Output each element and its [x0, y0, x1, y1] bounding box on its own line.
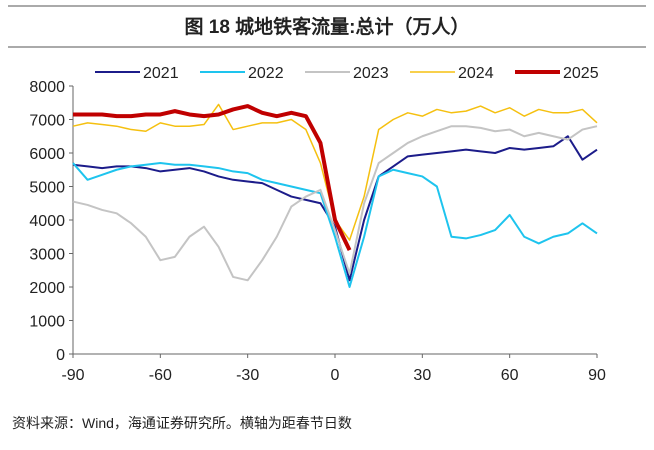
x-tick-label: 30 — [413, 367, 431, 384]
chart-title: 图 18 城地铁客流量:总计（万人） — [184, 15, 469, 38]
x-tick-label: -30 — [236, 367, 259, 384]
x-tick-label: 60 — [501, 367, 519, 384]
legend-label: 2025 — [563, 65, 599, 82]
legend-label: 2022 — [248, 65, 284, 82]
series-line — [73, 104, 352, 252]
source-note: 资料来源：Wind，海通证券研究所。横轴为距春节日数 — [12, 415, 352, 431]
series-line — [72, 135, 598, 282]
legend-label: 2021 — [143, 65, 179, 82]
y-tick-label: 5000 — [29, 180, 65, 197]
series-line — [72, 125, 598, 282]
y-tick-label: 4000 — [29, 213, 65, 230]
y-tick-label: 0 — [56, 347, 65, 364]
y-tick-label: 1000 — [29, 314, 65, 331]
y-tick-label: 6000 — [29, 146, 65, 163]
y-tick-label: 8000 — [29, 79, 65, 96]
legend-label: 2024 — [458, 65, 494, 82]
x-tick-label: 0 — [331, 367, 340, 384]
series-line — [72, 162, 598, 288]
y-tick-label: 3000 — [29, 247, 65, 264]
y-tick-label: 2000 — [29, 280, 65, 297]
x-tick-label: -90 — [61, 367, 84, 384]
legend-label: 2023 — [353, 65, 389, 82]
x-tick-label: -60 — [149, 367, 172, 384]
x-tick-label: 90 — [588, 367, 606, 384]
y-tick-label: 7000 — [29, 113, 65, 130]
